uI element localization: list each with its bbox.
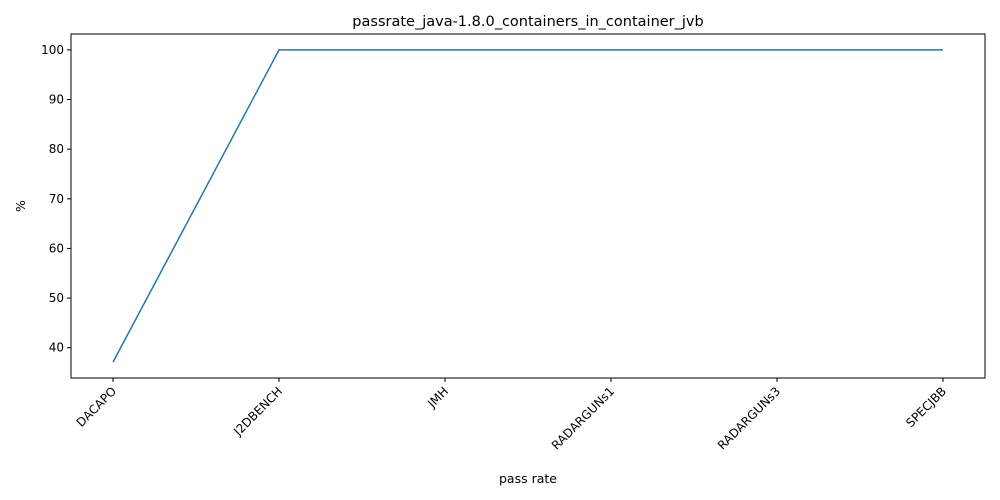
x-axis-label: pass rate: [499, 471, 557, 486]
series-line: [112, 49, 943, 363]
series-layer: [112, 49, 943, 363]
x-tick-label: JMH: [424, 384, 451, 411]
y-tick-label: 60: [49, 241, 64, 255]
y-axis-label: %: [13, 200, 28, 212]
y-tick-label: 100: [41, 43, 64, 57]
y-axis: 40 50 60 70 80 90 100: [41, 43, 71, 355]
x-tick-label: J2DBENCH: [230, 384, 285, 439]
y-tick-label: 80: [49, 142, 64, 156]
y-tick-label: 70: [49, 192, 64, 206]
y-tick-label: 40: [49, 341, 64, 355]
x-tick-label: RADARGUNs1: [549, 384, 617, 452]
x-tick-label: RADARGUNs3: [715, 384, 783, 452]
chart-title: passrate_java-1.8.0_containers_in_contai…: [352, 14, 703, 30]
y-tick-label: 90: [49, 93, 64, 107]
plot-frame: [70, 33, 986, 379]
x-tick-label: SPECJBB: [903, 384, 949, 430]
x-axis: DACAPO J2DBENCH JMH RADARGUNs1 RADARGUNs3 SPE…: [74, 378, 949, 453]
y-tick-label: 50: [49, 291, 64, 305]
x-tick-label: DACAPO: [74, 384, 119, 429]
